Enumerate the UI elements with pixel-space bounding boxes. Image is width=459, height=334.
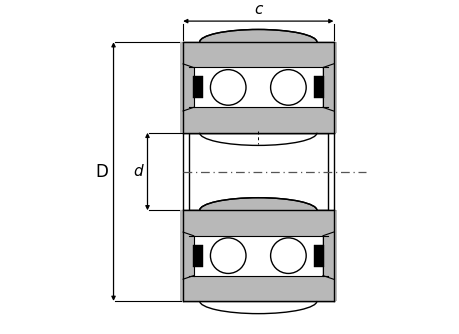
Circle shape xyxy=(270,238,306,274)
Bar xyxy=(179,42,336,133)
Text: d: d xyxy=(133,164,142,179)
Ellipse shape xyxy=(199,198,316,223)
Bar xyxy=(189,236,327,276)
Bar xyxy=(313,76,323,99)
Polygon shape xyxy=(183,232,193,279)
Polygon shape xyxy=(322,64,333,111)
Bar xyxy=(179,210,336,301)
Polygon shape xyxy=(183,64,193,111)
Text: D: D xyxy=(95,163,108,181)
Circle shape xyxy=(270,69,306,105)
Circle shape xyxy=(210,69,246,105)
Polygon shape xyxy=(322,232,333,279)
Bar xyxy=(189,67,327,107)
Bar xyxy=(183,42,333,133)
Text: c: c xyxy=(253,2,262,17)
Circle shape xyxy=(210,238,246,274)
Bar xyxy=(313,245,323,267)
Bar xyxy=(189,133,327,210)
Ellipse shape xyxy=(199,29,316,55)
Bar xyxy=(183,210,333,301)
Bar xyxy=(192,245,202,267)
Bar xyxy=(192,76,202,99)
